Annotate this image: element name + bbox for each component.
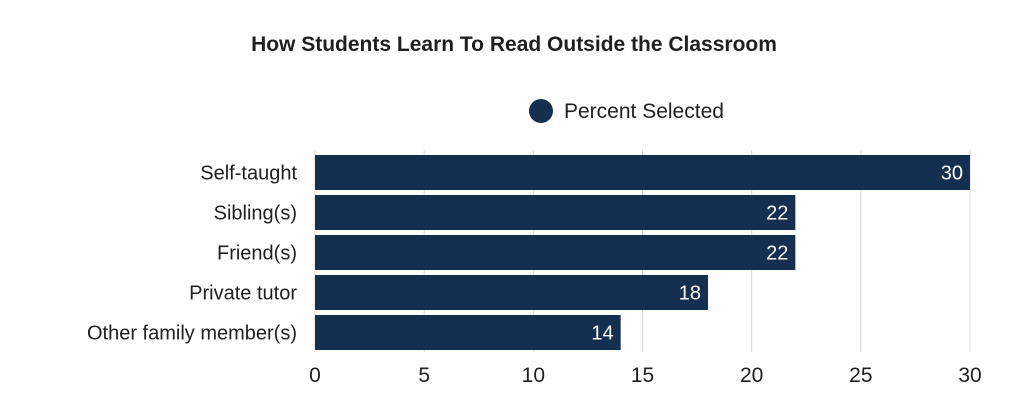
x-tick-label: 30 xyxy=(958,364,981,387)
x-tick-label: 15 xyxy=(631,364,654,387)
category-label: Sibling(s) xyxy=(214,203,297,225)
x-tick-label: 10 xyxy=(522,364,545,387)
bar xyxy=(315,315,621,350)
bar-value-label: 14 xyxy=(591,323,613,345)
bar-value-label: 18 xyxy=(679,283,701,305)
legend: Percent Selected xyxy=(529,99,724,123)
bar-value-label: 22 xyxy=(766,203,788,225)
x-tick-label: 25 xyxy=(849,364,872,387)
bar-value-label: 22 xyxy=(766,243,788,265)
category-label: Private tutor xyxy=(189,283,297,305)
category-label: Self-taught xyxy=(200,163,297,185)
bar xyxy=(315,155,970,190)
chart-title: How Students Learn To Read Outside the C… xyxy=(251,33,777,56)
category-label: Other family member(s) xyxy=(87,323,297,345)
category-label: Friend(s) xyxy=(217,243,297,265)
x-tick-label: 5 xyxy=(418,364,430,387)
x-tick-label: 0 xyxy=(309,364,321,387)
bar xyxy=(315,275,708,310)
category-labels: Self-taught Sibling(s) Friend(s) Private tu… xyxy=(87,163,297,345)
bar xyxy=(315,195,796,230)
bars: 30 22 22 18 14 xyxy=(315,155,970,350)
x-axis-tick-labels: 0 5 10 15 20 25 30 xyxy=(309,364,982,387)
x-tick-label: 20 xyxy=(740,364,763,387)
bar-value-label: 30 xyxy=(941,163,963,185)
bar xyxy=(315,235,796,270)
legend-label: Percent Selected xyxy=(564,100,724,123)
legend-marker xyxy=(529,99,553,123)
